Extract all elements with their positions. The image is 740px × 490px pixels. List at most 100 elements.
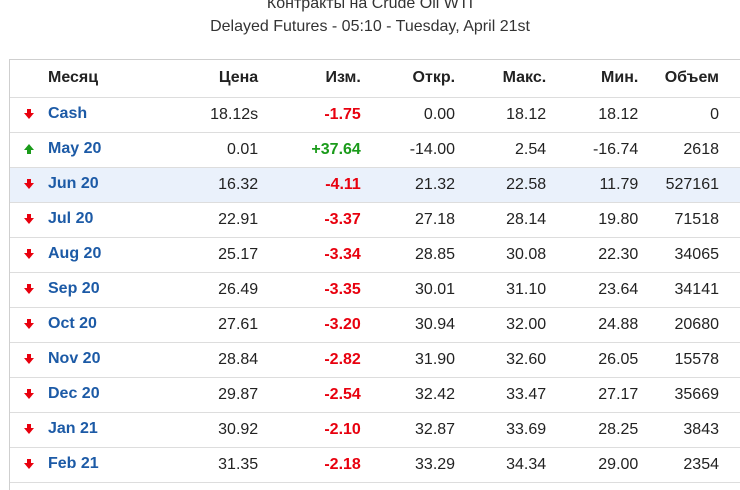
contract-month-link[interactable]: Sep 20 <box>48 280 100 298</box>
cell-price: 31.35 <box>125 447 259 483</box>
cell-high: 18.12 <box>455 97 547 133</box>
futures-table: Месяц Цена Изм. Откр. Макс. Мин. Объем C… <box>10 60 740 483</box>
table-header-row: Месяц Цена Изм. Откр. Макс. Мин. Объем <box>10 60 740 98</box>
table-row[interactable]: Aug 20 25.17 -3.34 28.85 30.08 22.30 34065 <box>10 237 740 273</box>
contract-month-link[interactable]: Jun 20 <box>48 175 99 193</box>
column-header-low[interactable]: Мин. <box>546 60 639 98</box>
cell-month: Jan 21 <box>10 412 126 448</box>
contract-month-link[interactable]: Oct 20 <box>48 315 97 333</box>
cell-volume: 2354 <box>638 447 740 483</box>
cell-change: -1.75 <box>258 97 361 133</box>
cell-price: 26.49 <box>125 272 259 308</box>
contract-month-link[interactable]: Aug 20 <box>48 245 102 263</box>
cell-open: 28.85 <box>360 237 456 273</box>
cell-high: 30.08 <box>455 237 547 273</box>
cell-low: 27.17 <box>546 377 639 413</box>
cell-month: Cash <box>10 97 126 133</box>
cell-high: 31.10 <box>455 272 547 308</box>
table-row[interactable]: Sep 20 26.49 -3.35 30.01 31.10 23.64 34141 <box>10 272 740 308</box>
cell-change: -2.54 <box>258 377 361 413</box>
cell-low: -16.74 <box>546 132 639 168</box>
table-row[interactable]: Jun 20 16.32 -4.11 21.32 22.58 11.79 527161 <box>10 167 740 203</box>
table-row[interactable]: Jan 21 30.92 -2.10 32.87 33.69 28.25 3843 <box>10 412 740 448</box>
cell-volume: 34065 <box>638 237 740 273</box>
cell-month: Feb 21 <box>10 447 126 483</box>
table-row[interactable]: Jul 20 22.91 -3.37 27.18 28.14 19.80 71518 <box>10 202 740 238</box>
table-row[interactable]: Nov 20 28.84 -2.82 31.90 32.60 26.05 15578 <box>10 342 740 378</box>
table-row[interactable]: Dec 20 29.87 -2.54 32.42 33.47 27.17 35669 <box>10 377 740 413</box>
cell-change: -2.10 <box>258 412 361 448</box>
cell-low: 29.00 <box>546 447 639 483</box>
cell-high: 32.00 <box>455 307 547 343</box>
contract-month-link[interactable]: Dec 20 <box>48 385 100 403</box>
table-row[interactable]: May 20 0.01 +37.64 -14.00 2.54 -16.74 2618 <box>10 132 740 168</box>
arrow-down-icon <box>10 315 48 333</box>
cell-price: 29.87 <box>125 377 259 413</box>
column-header-change[interactable]: Изм. <box>258 60 361 98</box>
cell-price: 25.17 <box>125 237 259 273</box>
contract-month-link[interactable]: Nov 20 <box>48 350 101 368</box>
contract-month-link[interactable]: Jul 20 <box>48 210 94 228</box>
cell-high: 2.54 <box>455 132 547 168</box>
arrow-down-icon <box>10 350 48 368</box>
cell-low: 22.30 <box>546 237 639 273</box>
cell-month: May 20 <box>10 132 126 168</box>
page-subtitle: Delayed Futures - 05:10 - Tuesday, April… <box>210 18 530 35</box>
table-row[interactable]: Cash 18.12s -1.75 0.00 18.12 18.12 0 <box>10 97 740 133</box>
arrow-down-icon <box>10 385 48 403</box>
cell-open: 0.00 <box>360 97 456 133</box>
cell-volume: 35669 <box>638 377 740 413</box>
column-header-open[interactable]: Откр. <box>360 60 456 98</box>
cell-month: Jul 20 <box>10 202 126 238</box>
page-header: Контракты на Crude Oil WTI Delayed Futur… <box>0 0 740 40</box>
cell-price: 16.32 <box>125 167 259 203</box>
cell-change: +37.64 <box>258 132 361 168</box>
table-body: Cash 18.12s -1.75 0.00 18.12 18.12 0 May 20 0.01… <box>10 97 740 483</box>
arrow-down-icon <box>10 455 48 473</box>
cell-month: Dec 20 <box>10 377 126 413</box>
cell-low: 19.80 <box>546 202 639 238</box>
contract-month-link[interactable]: May 20 <box>48 140 102 158</box>
cell-change: -3.35 <box>258 272 361 308</box>
cell-high: 28.14 <box>455 202 547 238</box>
cell-volume: 3843 <box>638 412 740 448</box>
cell-open: -14.00 <box>360 132 456 168</box>
cell-open: 30.94 <box>360 307 456 343</box>
contract-month-link[interactable]: Jan 21 <box>48 420 98 438</box>
cell-high: 34.34 <box>455 447 547 483</box>
futures-table-container: Месяц Цена Изм. Откр. Макс. Мин. Объем C… <box>9 59 740 490</box>
cell-price: 0.01 <box>125 132 259 168</box>
cell-volume: 0 <box>638 97 740 133</box>
cell-high: 22.58 <box>455 167 547 203</box>
cell-change: -3.20 <box>258 307 361 343</box>
cell-low: 24.88 <box>546 307 639 343</box>
table-row[interactable]: Feb 21 31.35 -2.18 33.29 34.34 29.00 2354 <box>10 447 740 483</box>
page-title: Контракты на Crude Oil WTI <box>266 0 474 12</box>
table-header: Месяц Цена Изм. Откр. Макс. Мин. Объем <box>10 60 740 98</box>
contract-month-link[interactable]: Cash <box>48 105 88 123</box>
cell-change: -2.18 <box>258 447 361 483</box>
column-header-volume[interactable]: Объем <box>638 60 740 98</box>
cell-volume: 15578 <box>638 342 740 378</box>
arrow-down-icon <box>10 210 48 228</box>
cell-open: 31.90 <box>360 342 456 378</box>
column-header-month[interactable]: Месяц <box>10 60 126 98</box>
cell-price: 30.92 <box>125 412 259 448</box>
cell-month: Nov 20 <box>10 342 126 378</box>
cell-price: 22.91 <box>125 202 259 238</box>
cell-low: 23.64 <box>546 272 639 308</box>
cell-price: 28.84 <box>125 342 259 378</box>
arrow-down-icon <box>10 420 48 438</box>
contract-month-link[interactable]: Feb 21 <box>48 455 99 473</box>
cell-change: -3.37 <box>258 202 361 238</box>
column-header-price[interactable]: Цена <box>125 60 259 98</box>
cell-open: 33.29 <box>360 447 456 483</box>
cell-low: 26.05 <box>546 342 639 378</box>
column-header-high[interactable]: Макс. <box>455 60 547 98</box>
cell-month: Oct 20 <box>10 307 126 343</box>
arrow-down-icon <box>10 245 48 263</box>
cell-open: 32.87 <box>360 412 456 448</box>
table-row[interactable]: Oct 20 27.61 -3.20 30.94 32.00 24.88 20680 <box>10 307 740 343</box>
cell-open: 21.32 <box>360 167 456 203</box>
arrow-down-icon <box>10 105 48 123</box>
